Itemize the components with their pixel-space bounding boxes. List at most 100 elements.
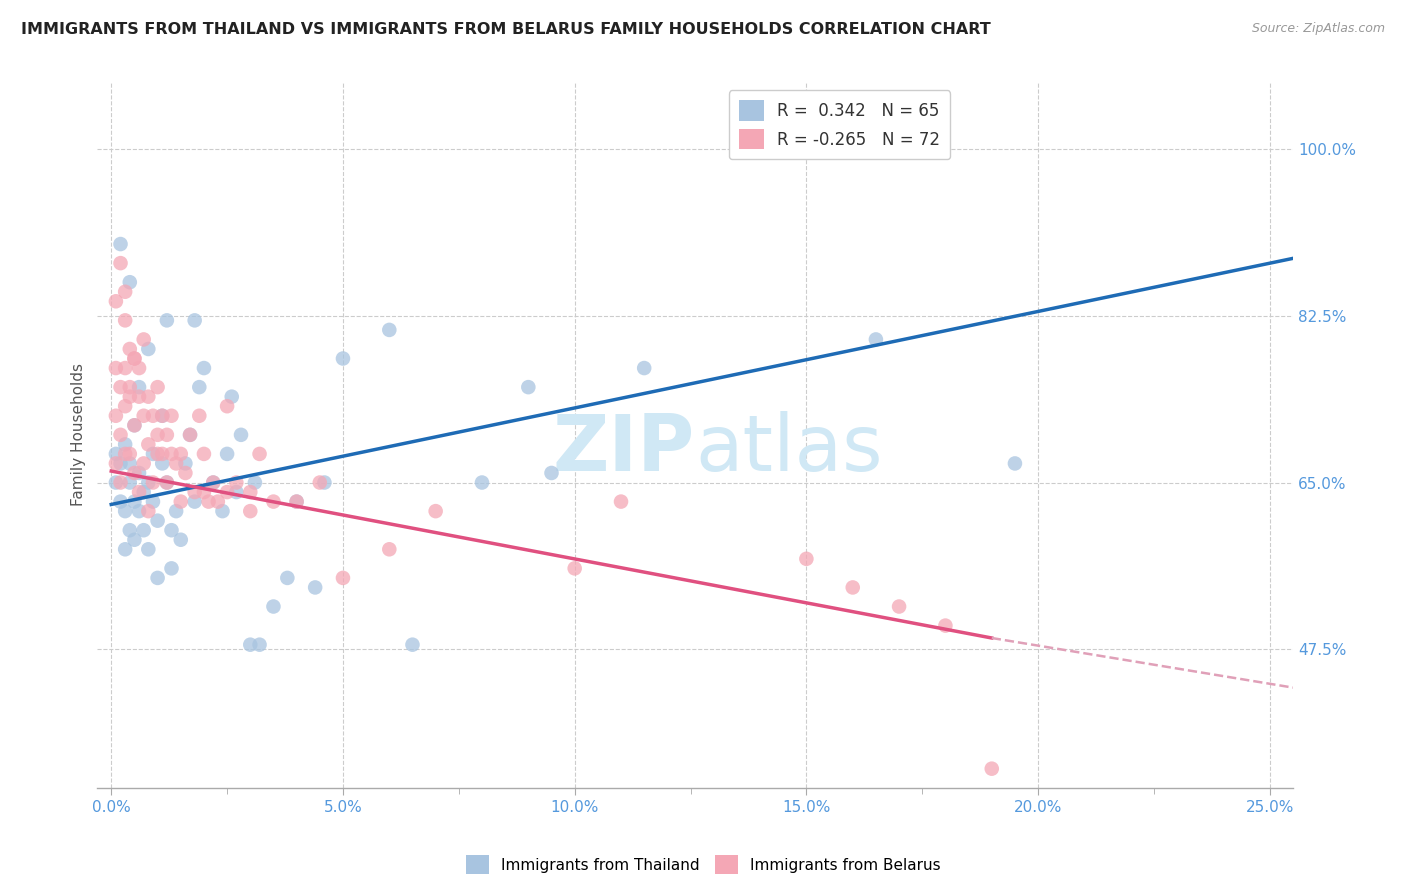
Point [156, 313, 179, 327]
Point [128, 466, 150, 480]
Point [136, 437, 159, 451]
Point [118, 390, 141, 404]
Point [150, 409, 173, 423]
Point [146, 380, 169, 394]
Point [132, 523, 155, 537]
Point [217, 399, 239, 413]
Point [110, 237, 132, 252]
Point [114, 361, 136, 376]
Point [114, 542, 136, 557]
Point [610, 494, 633, 508]
Point [104, 294, 127, 309]
Point [104, 361, 127, 376]
Point [980, 762, 1002, 776]
Point [118, 447, 141, 461]
Point [136, 475, 159, 490]
Point [165, 504, 187, 518]
Text: ZIP: ZIP [553, 411, 695, 487]
Point [633, 361, 655, 376]
Point [517, 380, 540, 394]
Point [249, 447, 271, 461]
Point [239, 504, 262, 518]
Point [104, 457, 127, 471]
Point [243, 475, 266, 490]
Point [564, 561, 586, 575]
Point [378, 542, 401, 557]
Point [114, 313, 136, 327]
Point [136, 542, 159, 557]
Point [118, 475, 141, 490]
Point [104, 475, 127, 490]
Point [114, 437, 136, 451]
Point [174, 466, 197, 480]
Point [110, 380, 132, 394]
Point [110, 256, 132, 270]
Point [160, 523, 183, 537]
Point [124, 533, 146, 547]
Point [202, 475, 225, 490]
Point [285, 494, 308, 508]
Point [136, 390, 159, 404]
Point [183, 494, 205, 508]
Point [132, 333, 155, 347]
Point [332, 571, 354, 585]
Point [150, 447, 173, 461]
Point [229, 427, 252, 442]
Point [217, 447, 239, 461]
Point [142, 447, 165, 461]
Point [128, 504, 150, 518]
Point [128, 485, 150, 500]
Point [239, 638, 262, 652]
Point [796, 551, 818, 566]
Point [249, 638, 271, 652]
Point [146, 514, 169, 528]
Point [132, 457, 155, 471]
Point [104, 447, 127, 461]
Point [211, 504, 233, 518]
Point [221, 390, 243, 404]
Point [110, 494, 132, 508]
Point [332, 351, 354, 366]
Point [193, 485, 215, 500]
Point [170, 447, 193, 461]
Point [285, 494, 308, 508]
Point [124, 418, 146, 433]
Point [193, 447, 215, 461]
Point [110, 475, 132, 490]
Point [114, 504, 136, 518]
Point [160, 447, 183, 461]
Point [150, 409, 173, 423]
Point [314, 475, 336, 490]
Point [179, 427, 201, 442]
Point [146, 427, 169, 442]
Point [425, 504, 447, 518]
Point [239, 485, 262, 500]
Point [188, 380, 211, 394]
Point [202, 475, 225, 490]
Point [308, 475, 330, 490]
Point [165, 457, 187, 471]
Text: IMMIGRANTS FROM THAILAND VS IMMIGRANTS FROM BELARUS FAMILY HOUSEHOLDS CORRELATIO: IMMIGRANTS FROM THAILAND VS IMMIGRANTS F… [21, 22, 991, 37]
Point [1004, 457, 1026, 471]
Point [128, 361, 150, 376]
Point [124, 351, 146, 366]
Point [124, 351, 146, 366]
Point [188, 409, 211, 423]
Point [174, 457, 197, 471]
Point [401, 638, 423, 652]
Text: atlas: atlas [695, 411, 883, 487]
Point [170, 494, 193, 508]
Point [118, 380, 141, 394]
Point [118, 523, 141, 537]
Point [128, 390, 150, 404]
Point [110, 427, 132, 442]
Point [725, 142, 748, 156]
Point [865, 333, 887, 347]
Point [104, 409, 127, 423]
Point [183, 485, 205, 500]
Point [150, 457, 173, 471]
Point [118, 457, 141, 471]
Point [136, 504, 159, 518]
Point [142, 475, 165, 490]
Point [304, 581, 326, 595]
